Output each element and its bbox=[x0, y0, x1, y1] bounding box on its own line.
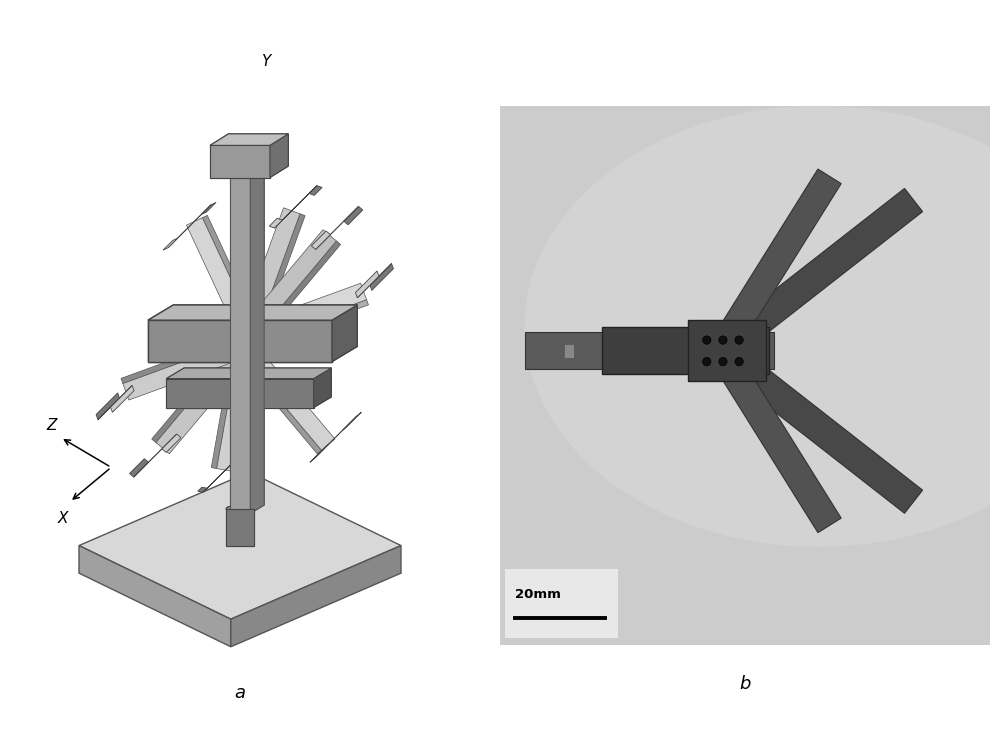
Polygon shape bbox=[148, 320, 332, 361]
Polygon shape bbox=[166, 368, 331, 378]
Polygon shape bbox=[309, 185, 322, 195]
Polygon shape bbox=[156, 342, 254, 454]
Polygon shape bbox=[332, 305, 357, 361]
Polygon shape bbox=[250, 169, 264, 514]
Polygon shape bbox=[688, 320, 766, 381]
Polygon shape bbox=[344, 206, 363, 224]
Polygon shape bbox=[210, 146, 270, 177]
Circle shape bbox=[703, 358, 711, 366]
Polygon shape bbox=[210, 134, 288, 146]
Polygon shape bbox=[524, 332, 720, 369]
Circle shape bbox=[735, 336, 743, 344]
Polygon shape bbox=[210, 146, 270, 177]
Polygon shape bbox=[244, 283, 367, 342]
Polygon shape bbox=[255, 213, 305, 339]
Polygon shape bbox=[720, 332, 774, 369]
Polygon shape bbox=[355, 271, 379, 298]
Polygon shape bbox=[711, 188, 923, 362]
Text: X: X bbox=[58, 511, 68, 526]
Polygon shape bbox=[230, 177, 250, 514]
Polygon shape bbox=[310, 444, 329, 462]
Ellipse shape bbox=[524, 106, 1000, 547]
Polygon shape bbox=[79, 472, 401, 619]
Polygon shape bbox=[226, 509, 254, 545]
Polygon shape bbox=[602, 328, 769, 375]
Text: Y: Y bbox=[261, 54, 270, 69]
Polygon shape bbox=[201, 202, 216, 214]
Polygon shape bbox=[134, 434, 177, 477]
Polygon shape bbox=[203, 452, 243, 492]
Polygon shape bbox=[709, 169, 841, 358]
Polygon shape bbox=[270, 134, 288, 177]
Circle shape bbox=[719, 336, 727, 344]
Polygon shape bbox=[148, 305, 357, 320]
Polygon shape bbox=[270, 134, 288, 177]
Polygon shape bbox=[236, 353, 322, 454]
Polygon shape bbox=[314, 368, 331, 408]
Polygon shape bbox=[240, 342, 335, 450]
Text: a: a bbox=[235, 684, 246, 701]
Polygon shape bbox=[121, 334, 244, 383]
Circle shape bbox=[703, 336, 711, 344]
Text: 20mm: 20mm bbox=[515, 588, 561, 601]
Polygon shape bbox=[79, 545, 231, 647]
Polygon shape bbox=[564, 344, 574, 358]
Polygon shape bbox=[217, 346, 256, 472]
Polygon shape bbox=[123, 339, 250, 400]
Polygon shape bbox=[226, 509, 254, 545]
Polygon shape bbox=[186, 218, 255, 338]
Polygon shape bbox=[202, 216, 260, 330]
FancyBboxPatch shape bbox=[505, 569, 618, 637]
Polygon shape bbox=[198, 487, 207, 492]
Circle shape bbox=[735, 358, 743, 366]
Polygon shape bbox=[98, 386, 132, 420]
Polygon shape bbox=[311, 231, 330, 250]
Polygon shape bbox=[96, 393, 120, 420]
Polygon shape bbox=[254, 241, 341, 343]
Polygon shape bbox=[166, 368, 331, 378]
Polygon shape bbox=[168, 205, 211, 248]
Polygon shape bbox=[370, 263, 393, 291]
Polygon shape bbox=[166, 378, 314, 408]
Polygon shape bbox=[239, 452, 249, 457]
Polygon shape bbox=[250, 300, 368, 347]
Ellipse shape bbox=[226, 506, 254, 512]
Polygon shape bbox=[231, 545, 401, 647]
Text: Z: Z bbox=[46, 418, 57, 433]
Polygon shape bbox=[342, 412, 361, 431]
Polygon shape bbox=[211, 345, 238, 469]
Polygon shape bbox=[148, 320, 332, 361]
Circle shape bbox=[719, 358, 727, 366]
Polygon shape bbox=[316, 206, 359, 250]
Polygon shape bbox=[130, 459, 149, 477]
Polygon shape bbox=[210, 134, 288, 146]
Polygon shape bbox=[274, 185, 317, 228]
Polygon shape bbox=[240, 230, 336, 339]
Polygon shape bbox=[711, 339, 923, 513]
Polygon shape bbox=[166, 378, 314, 408]
Polygon shape bbox=[314, 416, 357, 459]
Polygon shape bbox=[162, 434, 181, 453]
Polygon shape bbox=[152, 339, 240, 442]
Polygon shape bbox=[230, 177, 250, 514]
Polygon shape bbox=[314, 368, 331, 408]
Polygon shape bbox=[148, 305, 357, 320]
Text: b: b bbox=[739, 675, 751, 693]
Polygon shape bbox=[163, 238, 178, 250]
Polygon shape bbox=[111, 386, 134, 412]
Polygon shape bbox=[250, 169, 264, 514]
Polygon shape bbox=[239, 208, 300, 337]
Polygon shape bbox=[332, 305, 357, 361]
Polygon shape bbox=[709, 344, 841, 533]
Polygon shape bbox=[357, 263, 392, 298]
Polygon shape bbox=[269, 219, 282, 228]
